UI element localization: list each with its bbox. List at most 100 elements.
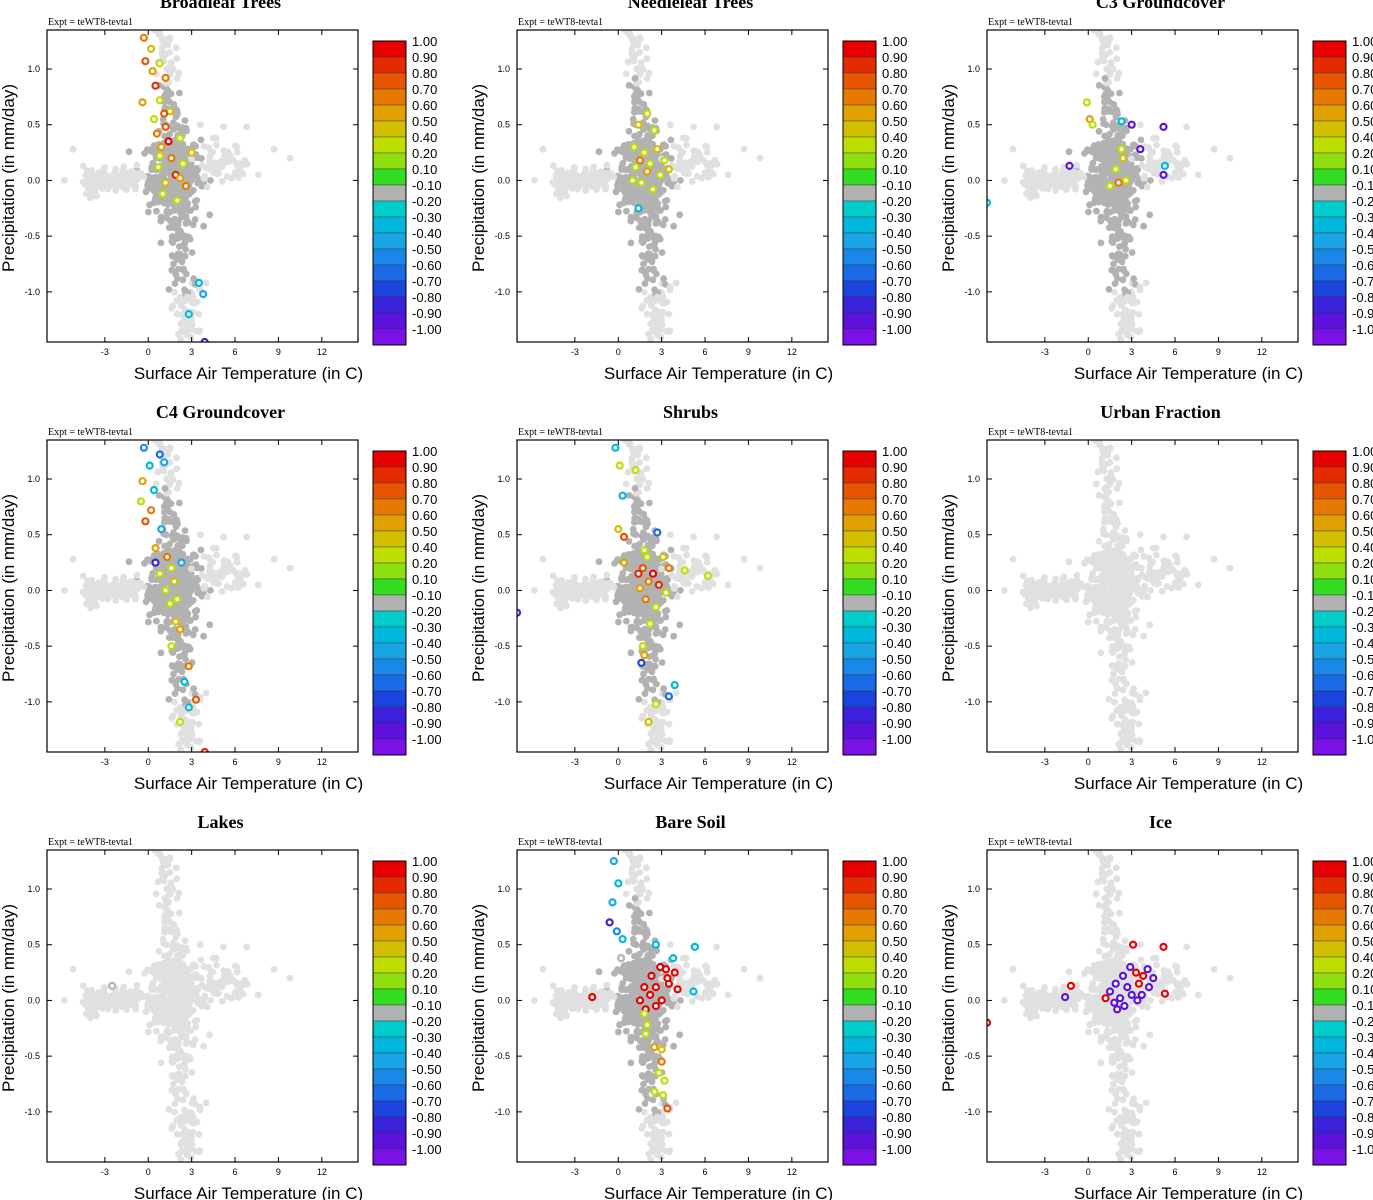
land-point: [683, 551, 690, 559]
colorbar-label: -1.00: [1352, 322, 1373, 337]
data-point: [154, 163, 163, 172]
y-tick-label: -1.0: [24, 697, 40, 707]
land-point: [155, 537, 163, 545]
colorbar-swatch: [842, 232, 877, 250]
colorbar-label: 0.80: [412, 476, 437, 491]
land-point: [202, 279, 210, 287]
colorbar-label: 0.10: [882, 572, 907, 587]
land-point: [159, 37, 167, 45]
y-tick-label: 1.0: [967, 64, 980, 74]
colorbar-label: 0.80: [882, 476, 907, 491]
data-point: [614, 524, 623, 534]
data-point: [634, 204, 643, 213]
colorbar-label: -0.80: [882, 700, 912, 715]
land-point: [170, 207, 178, 214]
data-point: [656, 170, 665, 179]
land-point: [1085, 208, 1092, 216]
land-point: [165, 286, 173, 293]
data-point: [1136, 145, 1145, 154]
colorbar-label: -0.10: [412, 588, 442, 603]
colorbar-swatch: [372, 120, 407, 138]
land-point: [658, 249, 666, 256]
land-point: [667, 546, 675, 554]
data-point: [151, 543, 160, 553]
data-point: [148, 67, 157, 76]
land-point: [1109, 253, 1117, 260]
land-point: [1107, 90, 1115, 98]
data-point: [1088, 120, 1097, 129]
land-point: [191, 216, 199, 223]
colorbar-swatch: [372, 546, 407, 564]
land-point: [651, 117, 659, 124]
data-point: [1082, 98, 1091, 107]
colorbar-label: -0.80: [882, 290, 912, 305]
colorbar-label: 0.60: [882, 98, 907, 113]
land-point: [84, 594, 92, 602]
colorbar-swatch: [842, 450, 877, 468]
land-point: [574, 177, 582, 184]
colorbar-swatch: [372, 168, 407, 186]
land-point: [168, 122, 176, 130]
data-point: [158, 189, 167, 198]
data-point: [1114, 178, 1123, 187]
experiment-label: Expt = teWT8-tevta1: [48, 17, 133, 28]
land-point: [182, 220, 190, 227]
land-point: [233, 143, 241, 151]
land-point: [619, 177, 627, 184]
colorbar-swatch: [842, 264, 877, 282]
land-point: [670, 143, 678, 150]
land-point: [1105, 169, 1113, 177]
land-point: [670, 632, 677, 640]
land-point: [661, 607, 669, 615]
land-point: [125, 148, 133, 156]
land-point: [1108, 223, 1116, 231]
land-point: [1133, 154, 1141, 162]
colorbar-swatch: [842, 104, 877, 122]
land-point: [646, 243, 653, 251]
land-point: [602, 595, 609, 603]
land-point: [636, 444, 644, 452]
land-point: [665, 720, 673, 728]
x-tick-label: 3: [1129, 347, 1134, 357]
land-point: [87, 171, 94, 179]
colorbar-swatch: [842, 136, 877, 154]
colorbar-swatch: [842, 216, 877, 234]
land-point: [133, 571, 141, 579]
land-point: [151, 30, 159, 34]
colorbar-label: -0.10: [882, 588, 912, 603]
land-point: [1119, 276, 1127, 284]
land-point: [621, 30, 629, 34]
x-tick-label: 3: [659, 347, 664, 357]
land-point: [621, 195, 629, 203]
land-point: [1121, 165, 1129, 173]
colorbar-label: 0.90: [882, 460, 907, 475]
land-point: [625, 127, 633, 135]
data-point: [152, 129, 161, 138]
land-point: [641, 280, 649, 287]
land-point: [151, 195, 159, 203]
data-point: [141, 57, 150, 66]
colorbar-swatch: [1312, 248, 1347, 266]
x-axis-label: Surface Air Temperature (in C): [604, 774, 833, 793]
data-point: [151, 558, 160, 567]
colorbar-swatch: [842, 40, 877, 58]
land-point: [1129, 551, 1137, 559]
colorbar-swatch: [842, 642, 877, 660]
land-point: [206, 211, 214, 219]
land-point: [156, 30, 164, 37]
colorbar-swatch: [372, 514, 407, 532]
land-point: [658, 659, 666, 666]
colorbar-swatch: [372, 610, 407, 628]
land-point: [624, 150, 632, 158]
y-axis-label: Precipitation (in mm/day): [0, 494, 18, 682]
land-point: [1023, 178, 1031, 185]
colorbar-label: 0.70: [412, 492, 437, 507]
land-point: [638, 676, 646, 684]
colorbar-label: -0.60: [882, 668, 912, 683]
land-point: [1121, 240, 1128, 248]
background-points: [61, 440, 294, 752]
land-point: [549, 572, 557, 580]
colorbar-label: 1.00: [1352, 34, 1373, 49]
